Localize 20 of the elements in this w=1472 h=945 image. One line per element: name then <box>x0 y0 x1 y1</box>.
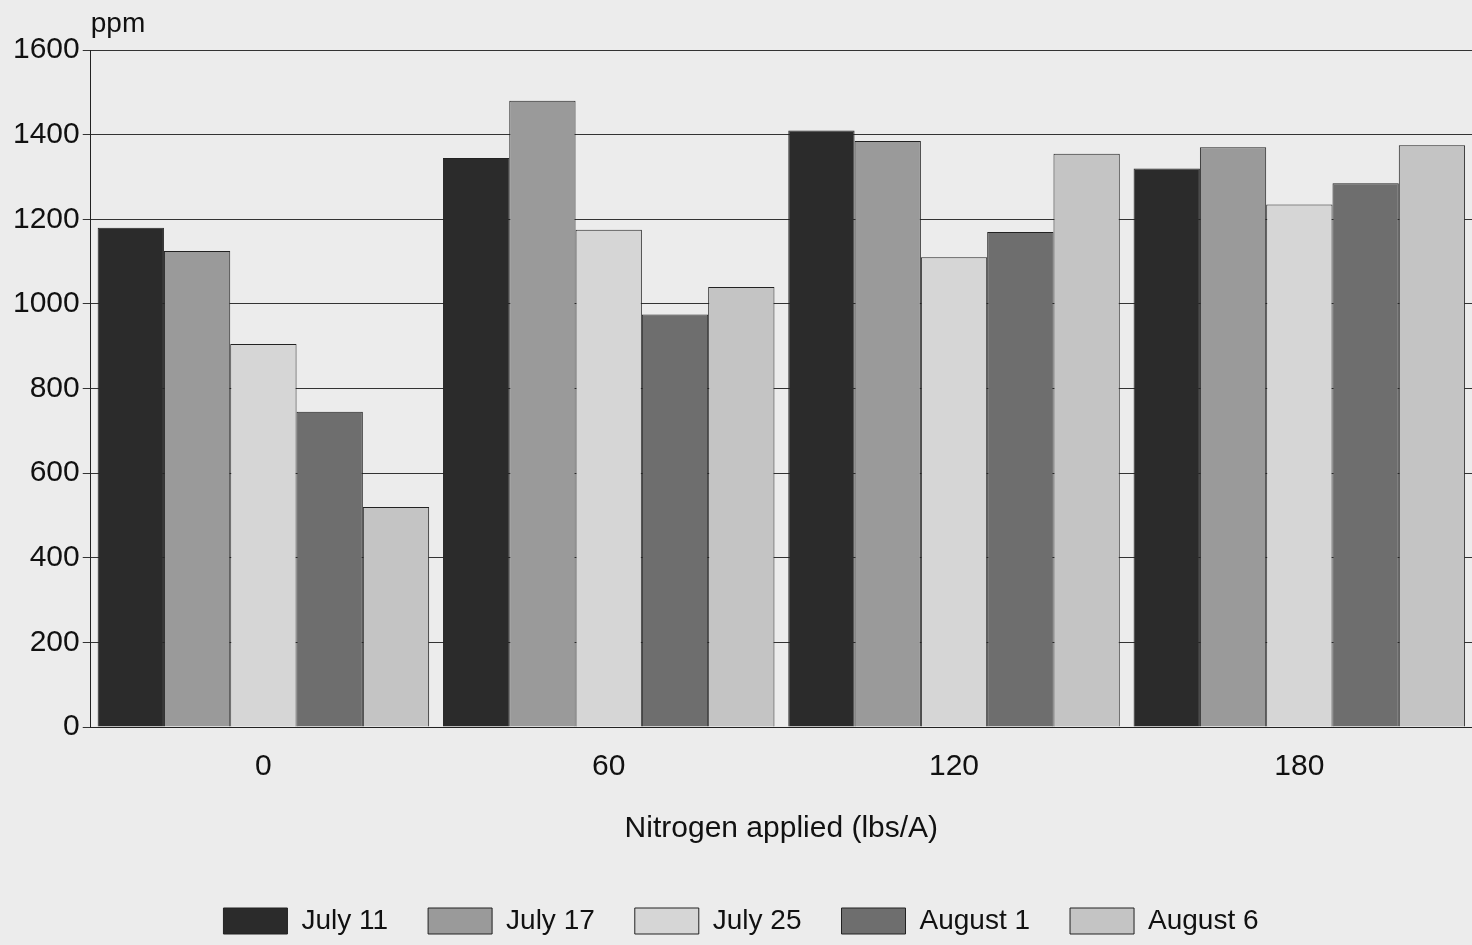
legend-label: July 11 <box>301 903 389 935</box>
x-tick-label: 120 <box>929 748 980 782</box>
legend-label: August 6 <box>1148 903 1259 935</box>
y-axis-title: ppm <box>90 6 146 38</box>
y-tick-label: 1600 <box>12 31 80 65</box>
y-tick-label: 0 <box>63 708 80 742</box>
y-tick-label: 800 <box>29 369 80 403</box>
x-tick-label: 60 <box>592 748 626 782</box>
y-tick-label: 1000 <box>12 285 80 319</box>
y-tick-label: 400 <box>29 539 80 573</box>
y-tick-label: 1200 <box>12 200 80 234</box>
legend-label: August 1 <box>919 903 1031 935</box>
x-tick-label: 180 <box>1274 748 1325 782</box>
y-tick-label: 600 <box>29 454 80 488</box>
x-axis-title: Nitrogen applied (lbs/A) <box>624 810 939 844</box>
y-tick-label: 1400 <box>12 115 80 149</box>
y-tick-label: 200 <box>29 623 80 657</box>
x-tick-label: 0 <box>255 748 272 782</box>
legend-label: July 25 <box>712 903 802 935</box>
legend-label: July 17 <box>506 903 595 935</box>
